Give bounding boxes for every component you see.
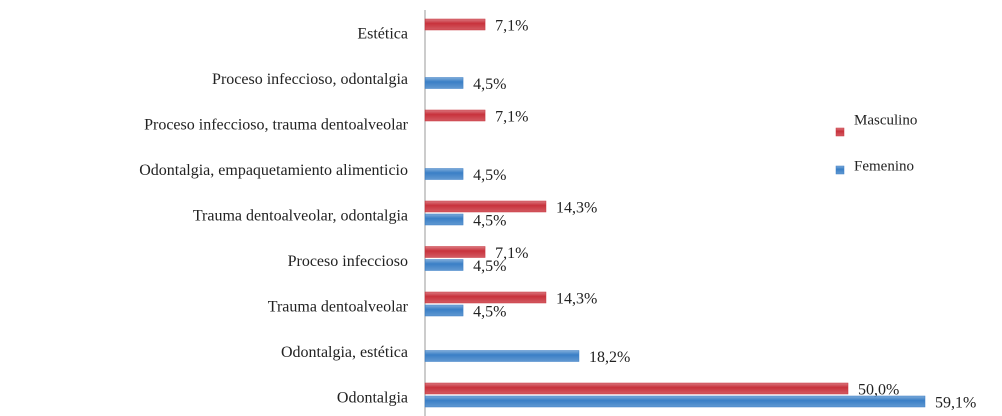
bar: [424, 168, 464, 180]
bar: [424, 350, 580, 362]
legend-label: Masculino: [854, 112, 917, 128]
value-label: 4,5%: [473, 76, 506, 93]
bar: [424, 259, 464, 271]
category-label: Estética: [357, 26, 408, 43]
legend-label: Femenino: [854, 158, 914, 174]
value-label: 59,1%: [935, 395, 976, 412]
value-label: 4,5%: [473, 304, 506, 321]
value-label: 18,2%: [589, 349, 630, 366]
category-label: Proceso infeccioso, odontalgia: [212, 71, 408, 88]
value-label: 14,3%: [556, 200, 597, 217]
category-label: Proceso infeccioso: [288, 253, 408, 270]
bar: [424, 77, 464, 89]
value-label: 7,1%: [495, 245, 528, 262]
value-label: 50,0%: [858, 382, 899, 399]
legend-swatch: [835, 127, 845, 137]
bar: [424, 109, 486, 122]
bar: [424, 246, 486, 258]
value-label: 14,3%: [556, 291, 597, 308]
legend-swatch: [835, 165, 845, 175]
value-label: 7,1%: [495, 18, 528, 35]
category-label: Odontalgia: [337, 390, 408, 407]
bar: [424, 382, 849, 395]
category-label: Odontalgia, estética: [281, 344, 408, 361]
category-label: Trauma dentoalveolar: [268, 299, 409, 316]
bar: [424, 200, 547, 213]
bar: [424, 304, 464, 317]
bar: [424, 213, 464, 226]
bar: [424, 291, 547, 304]
value-label: 4,5%: [473, 258, 506, 275]
value-label: 7,1%: [495, 109, 528, 126]
category-label: Odontalgia, empaquetamiento alimenticio: [139, 162, 408, 179]
bar: [424, 18, 486, 31]
bar: [424, 395, 926, 408]
value-label: 4,5%: [473, 213, 506, 230]
value-label: 4,5%: [473, 167, 506, 184]
category-label: Proceso infeccioso, trauma dentoalveolar: [144, 117, 409, 134]
category-label: Trauma dentoalveolar, odontalgia: [193, 208, 408, 225]
